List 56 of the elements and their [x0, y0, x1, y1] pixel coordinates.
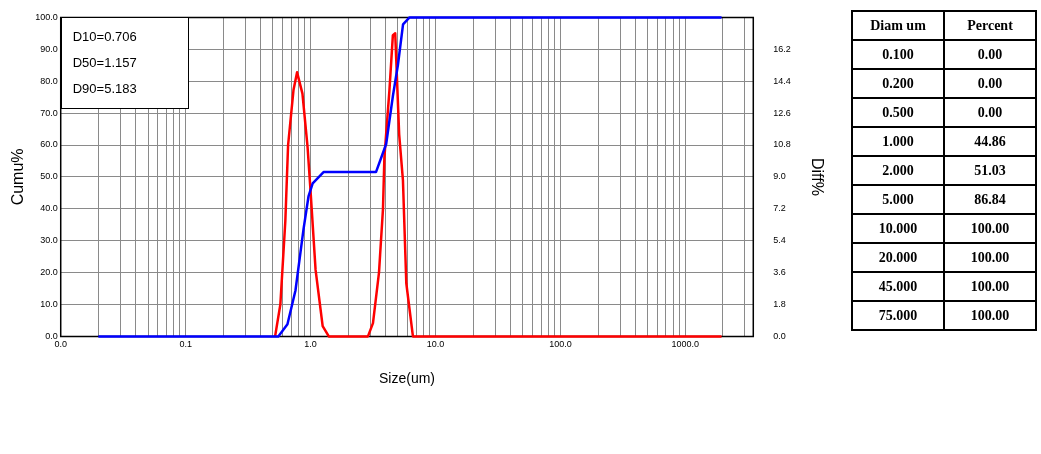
y2-tick-label: 9.0 [773, 171, 786, 182]
category-label: 20.000 [852, 243, 944, 272]
y2-tick-label: 3.6 [773, 267, 786, 278]
category-label: 2.000 [852, 156, 944, 185]
y-tick-label: 100.0 [35, 11, 58, 22]
y2-tick-label: 10.8 [773, 139, 791, 150]
category-label: 0.100 [852, 40, 944, 69]
text-box: D10=0.706 D50=1.157 D90=5.183 [60, 17, 189, 110]
x-tick-label: 100.0 [549, 339, 572, 350]
category-label: 0.200 [852, 69, 944, 98]
y2-tick-label: 5.4 [773, 235, 786, 246]
y2-tick-label: 14.4 [773, 75, 791, 86]
text: 100.00 [970, 307, 1010, 323]
text: 100.00 [970, 220, 1010, 236]
y2-tick-label: 16.2 [773, 43, 791, 54]
category-label: 75.000 [852, 301, 944, 330]
y-tick-label: 80.0 [40, 75, 58, 86]
x-tick-label: 1000.0 [671, 339, 700, 350]
y2-tick-label: 1.8 [773, 298, 786, 309]
y-tick-label: 30.0 [40, 235, 58, 246]
x-axis-title: Size(um) [378, 370, 436, 387]
y-tick-label: 90.0 [40, 43, 58, 54]
x-tick-label: 1.0 [304, 339, 317, 350]
text: 100.00 [970, 249, 1010, 265]
annotation: D10=0.706 [72, 28, 138, 47]
y-tick-label: 60.0 [40, 139, 58, 150]
text: 51.03 [974, 162, 1006, 178]
category-label: 1.000 [852, 127, 944, 156]
text: Diam um [852, 11, 944, 40]
x-tick-label: 10.0 [426, 339, 445, 350]
y-axis-title: Cumu% [9, 148, 27, 206]
y-tick-label: 40.0 [40, 203, 58, 214]
text: 44.86 [974, 133, 1006, 149]
y-tick-label: 20.0 [40, 267, 58, 278]
y-tick-label: 50.0 [40, 171, 58, 182]
text: 0.00 [977, 104, 1003, 120]
text: 100.00 [970, 278, 1010, 294]
x-tick-label: 0.1 [179, 339, 192, 350]
text: 86.84 [974, 191, 1006, 207]
category-label: 0.500 [852, 98, 944, 127]
category-label: 45.000 [852, 272, 944, 301]
y-tick-label: 70.0 [40, 107, 58, 118]
annotation: D90=5.183 [72, 80, 138, 99]
y2-tick-label: 0.0 [773, 330, 786, 341]
y-tick-label: 0.0 [45, 330, 58, 341]
category-label: 5.000 [852, 185, 944, 214]
y2-axis-title: Diff% [808, 157, 826, 196]
y-tick-label: 10.0 [40, 298, 58, 309]
text: 0.00 [977, 46, 1003, 62]
category-label: 10.000 [852, 214, 944, 243]
text: 0.00 [977, 75, 1003, 91]
annotation: D50=1.157 [72, 54, 138, 73]
y2-tick-label: 7.2 [773, 203, 786, 214]
x-tick-label: 0.0 [54, 339, 67, 350]
text: Percent [944, 11, 1036, 40]
y2-tick-label: 12.6 [773, 107, 791, 118]
